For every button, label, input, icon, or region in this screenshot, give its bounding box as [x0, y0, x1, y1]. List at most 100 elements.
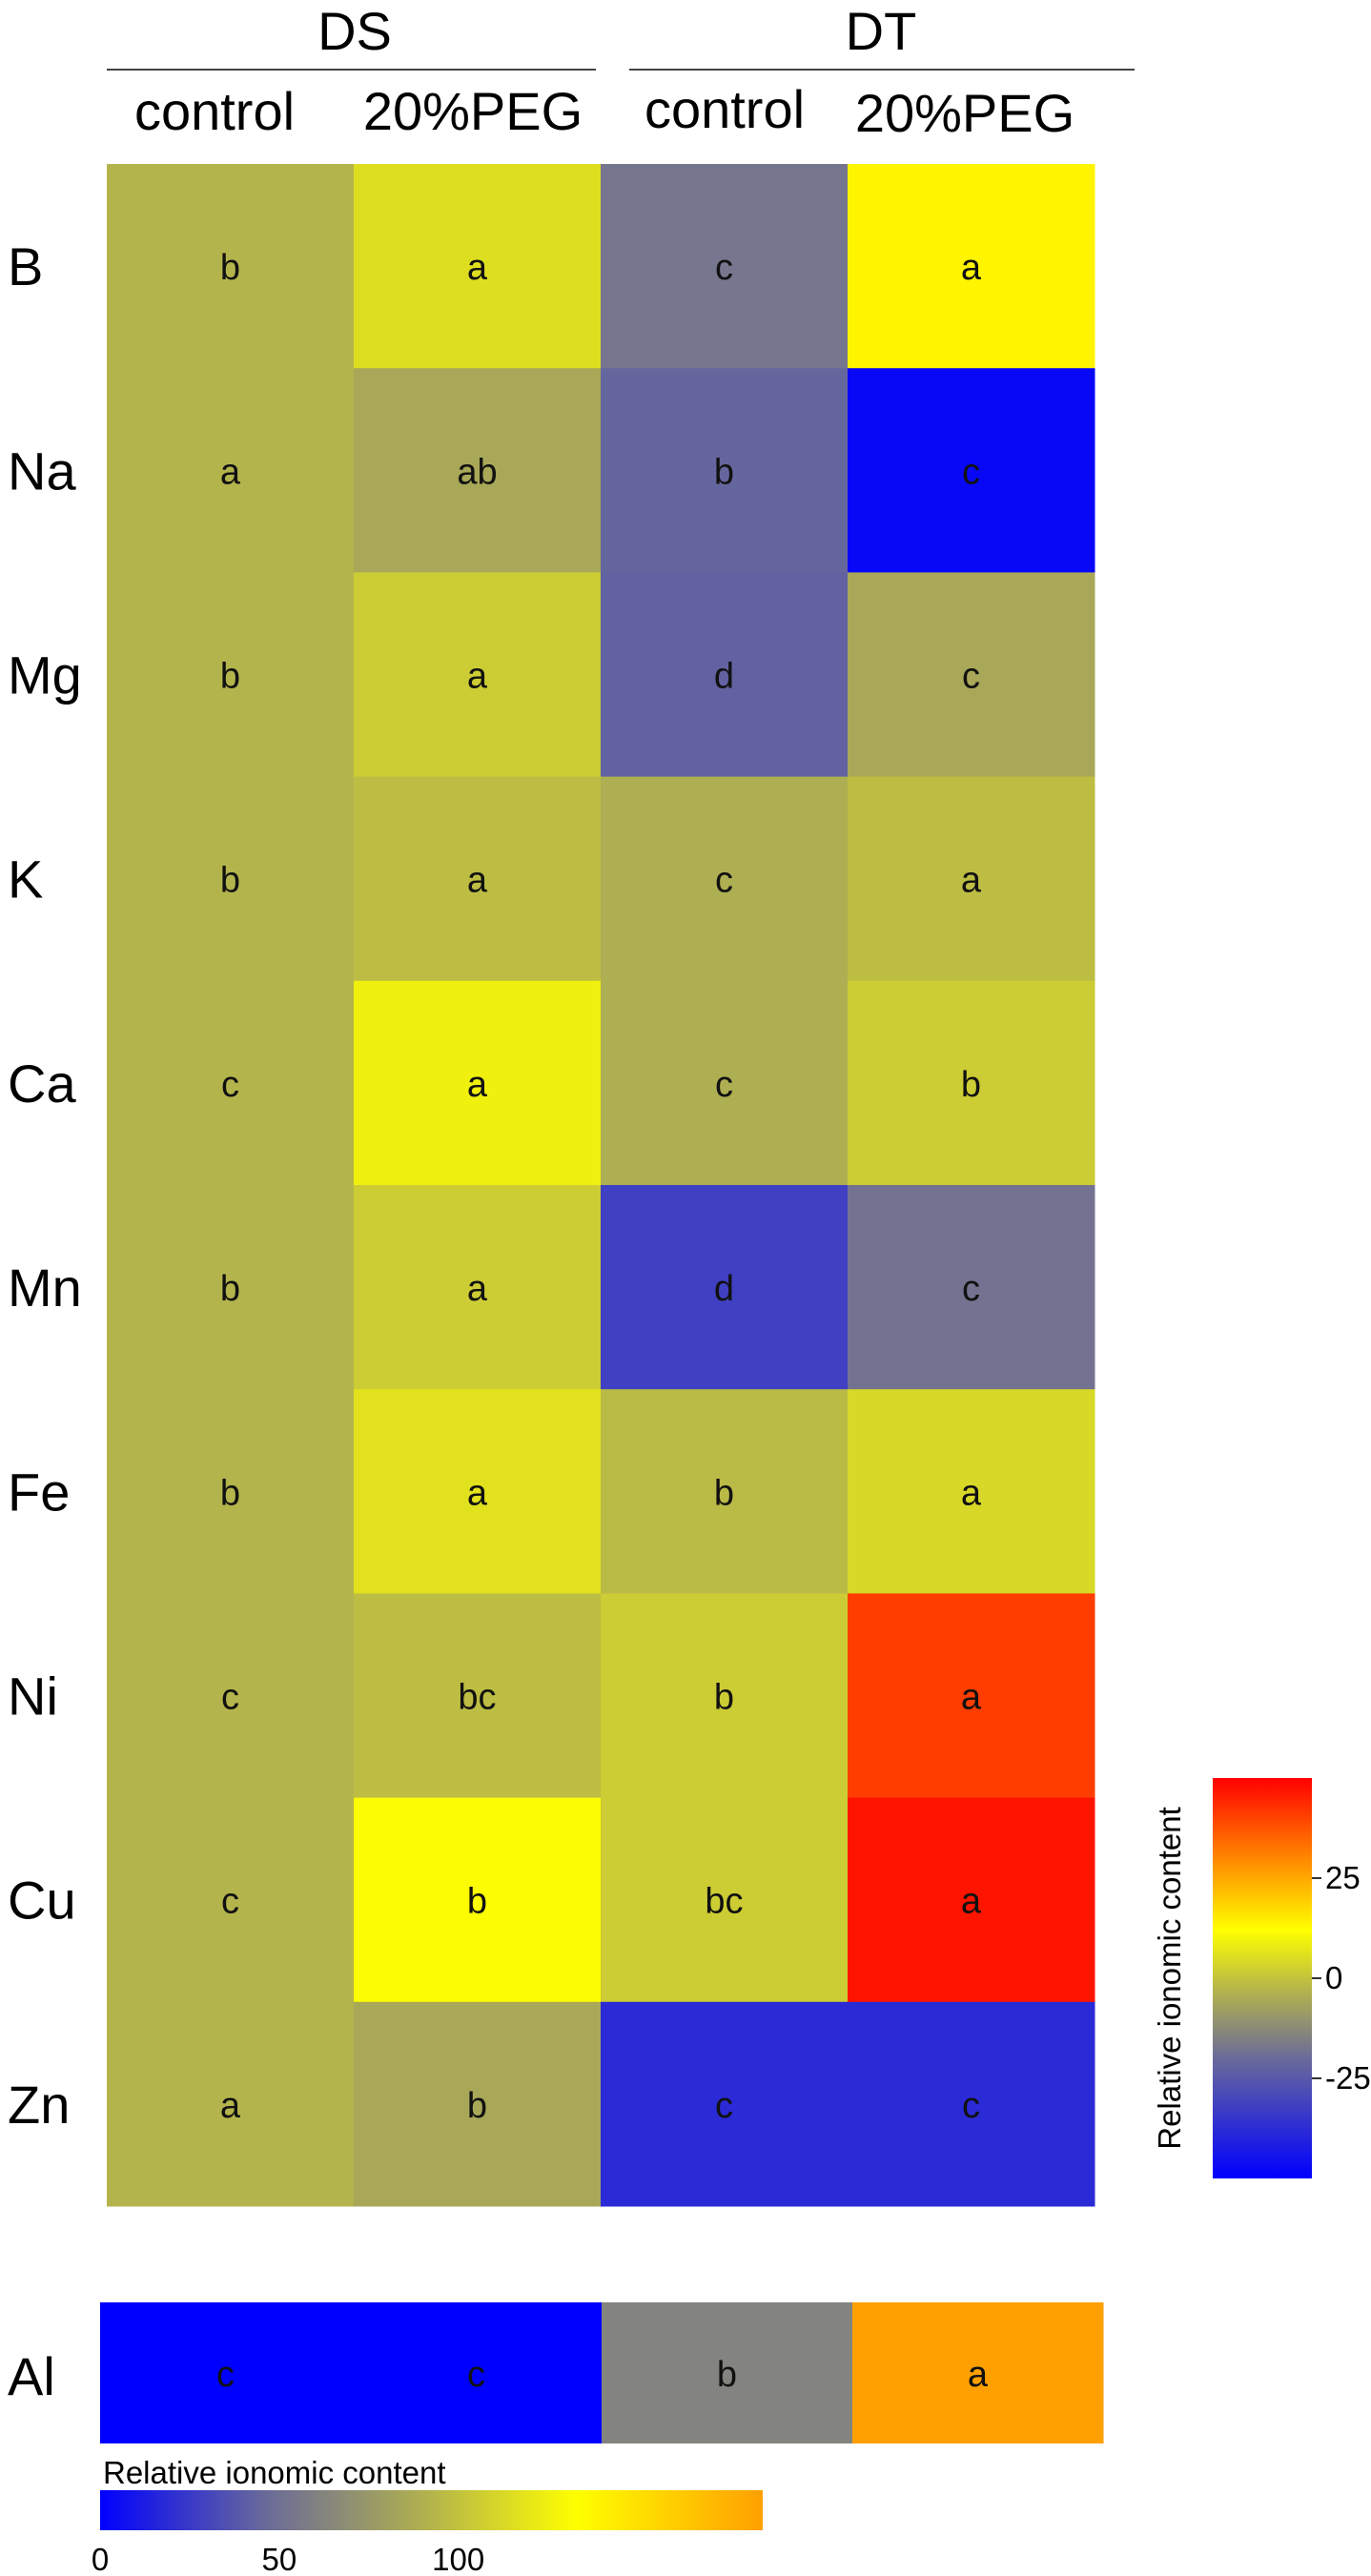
cell-cu-dt-20-peg — [848, 1797, 1095, 2003]
cell-mg-dt-20-peg — [848, 572, 1095, 778]
sig-letter-ni-ds-20-peg: bc — [458, 1678, 496, 1718]
column-label-ds-control: control — [134, 81, 295, 141]
cell-mg-ds-control — [107, 572, 355, 778]
cell-cu-ds-20-peg — [354, 1797, 602, 2003]
colorbar-al-tick-label: 0 — [92, 2542, 109, 2576]
cell-na-ds-control — [107, 368, 355, 573]
sig-letter-cu-ds-20-peg: b — [467, 1882, 487, 1922]
sig-letter-ca-dt-control: c — [715, 1065, 733, 1105]
sig-letter-cu-dt-20-peg: a — [961, 1882, 982, 1922]
sig-letter-ni-dt-20-peg: a — [961, 1678, 982, 1718]
cell-ni-ds-control — [107, 1593, 355, 1799]
group-label-ds: DS — [317, 1, 392, 61]
sig-letter-mn-ds-20-peg: a — [467, 1269, 488, 1309]
colorbar-main-ticks: 25 0 -25 — [1312, 1860, 1371, 2096]
cell-na-dt-20-peg — [848, 368, 1095, 573]
sig-letter-na-ds-control: a — [220, 452, 241, 492]
row-label-na: Na — [8, 440, 76, 501]
cell-mn-dt-control — [601, 1185, 849, 1390]
cell-mg-dt-control — [601, 572, 849, 778]
colorbar-main-gradient — [1213, 1778, 1312, 2178]
sig-letter-b-dt-20-peg: a — [961, 248, 982, 288]
sig-letter-al-dt-20-peg: a — [968, 2355, 989, 2395]
sig-letter-mg-dt-control: d — [714, 657, 734, 697]
column-label-dt-peg: 20%PEG — [855, 83, 1074, 143]
sig-letter-mg-dt-20-peg: c — [962, 657, 980, 697]
colorbar-al-tick-label: 100 — [432, 2542, 484, 2576]
cell-ni-dt-20-peg — [848, 1593, 1095, 1799]
cell-zn-ds-control — [107, 2001, 355, 2207]
colorbar-main-tick-label: -25 — [1325, 2060, 1371, 2096]
cell-ca-dt-20-peg — [848, 980, 1095, 1186]
sig-letter-al-ds-control: c — [216, 2355, 235, 2395]
sig-letter-fe-ds-control: b — [220, 1473, 240, 1513]
row-label-b: B — [8, 236, 43, 296]
sig-letter-mn-dt-control: d — [714, 1269, 734, 1309]
cell-cu-ds-control — [107, 1797, 355, 2003]
sig-letter-ni-ds-control: c — [221, 1678, 239, 1718]
cell-mn-dt-20-peg — [848, 1185, 1095, 1390]
cell-zn-ds-20-peg — [354, 2001, 602, 2207]
colorbar-main-tick-label: 0 — [1325, 1960, 1342, 1995]
cell-k-dt-20-peg — [848, 776, 1095, 982]
row-label-zn: Zn — [8, 2075, 70, 2135]
cell-b-dt-20-peg — [848, 164, 1095, 369]
row-label-ca: Ca — [8, 1053, 76, 1114]
sig-letter-na-dt-control: b — [714, 452, 734, 492]
cell-al-ds-control — [100, 2302, 352, 2443]
sig-letter-zn-dt-20-peg: c — [962, 2086, 980, 2126]
sig-letter-b-dt-control: c — [715, 248, 733, 288]
sig-letter-mg-ds-20-peg: a — [467, 657, 488, 697]
cell-ca-ds-20-peg — [354, 980, 602, 1186]
sig-letter-ni-dt-control: b — [714, 1678, 734, 1718]
cell-k-dt-control — [601, 776, 849, 982]
cell-k-ds-control — [107, 776, 355, 982]
cell-ni-ds-20-peg — [354, 1593, 602, 1799]
sig-letter-zn-dt-control: c — [715, 2086, 733, 2126]
row-label-mn: Mn — [8, 1257, 82, 1318]
sig-letter-k-ds-control: b — [220, 861, 240, 901]
sig-letter-k-ds-20-peg: a — [467, 861, 488, 901]
sig-letter-k-dt-control: c — [715, 861, 733, 901]
row-label-k: K — [8, 849, 43, 910]
sig-letter-mn-ds-control: b — [220, 1269, 240, 1309]
sig-letter-mg-ds-control: b — [220, 657, 240, 697]
cell-cu-dt-control — [601, 1797, 849, 2003]
sig-letter-k-dt-20-peg: a — [961, 861, 982, 901]
cell-k-ds-20-peg — [354, 776, 602, 982]
colorbar-main-tick-label: 25 — [1325, 1860, 1361, 1895]
cell-al-dt-control — [602, 2302, 853, 2443]
cell-ca-ds-control — [107, 980, 355, 1186]
sig-letter-b-ds-control: b — [220, 248, 240, 288]
cell-fe-ds-control — [107, 1389, 355, 1594]
cell-mn-ds-20-peg — [354, 1185, 602, 1390]
column-label-dt-control: control — [645, 79, 805, 139]
sig-letter-fe-dt-control: b — [714, 1473, 734, 1513]
sig-letter-al-dt-control: b — [717, 2355, 737, 2395]
cell-zn-dt-control — [601, 2001, 849, 2207]
colorbar-al-tick-label: 50 — [261, 2542, 297, 2576]
sig-letter-cu-dt-control: bc — [705, 1882, 743, 1922]
sig-letter-zn-ds-control: a — [220, 2086, 241, 2126]
row-label-al: Al — [8, 2346, 55, 2406]
cell-mn-ds-control — [107, 1185, 355, 1390]
colorbar-main: 25 0 -25 Relative ionomic content — [1152, 1778, 1371, 2178]
row-label-cu: Cu — [8, 1871, 76, 1931]
cell-na-ds-20-peg — [354, 368, 602, 573]
cell-fe-dt-20-peg — [848, 1389, 1095, 1594]
cell-b-dt-control — [601, 164, 849, 369]
sig-letter-b-ds-20-peg: a — [467, 248, 488, 288]
sig-letter-na-ds-20-peg: ab — [457, 452, 497, 492]
colorbar-al-title: Relative ionomic content — [103, 2455, 446, 2490]
cell-al-ds-20-peg — [351, 2302, 603, 2443]
sig-letter-fe-dt-20-peg: a — [961, 1473, 982, 1513]
cell-mg-ds-20-peg — [354, 572, 602, 778]
sig-letter-ca-ds-20-peg: a — [467, 1065, 488, 1105]
row-labels: B Na Mg K Ca Mn Fe Ni Cu Zn — [8, 236, 82, 2135]
sig-letter-fe-ds-20-peg: a — [467, 1473, 488, 1513]
cell-al-dt-20-peg — [852, 2302, 1104, 2443]
cell-ca-dt-control — [601, 980, 849, 1186]
group-label-dt: DT — [846, 1, 917, 61]
